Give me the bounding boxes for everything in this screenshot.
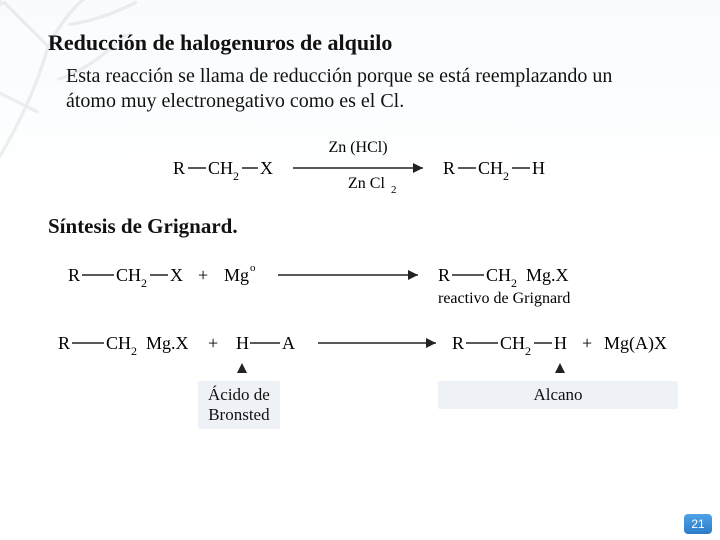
r1-arrow-below-sub: 2 xyxy=(391,184,397,196)
arrow-up-icon xyxy=(555,363,565,373)
r3-right-plus: + xyxy=(582,333,592,353)
r3-left-ch2-sub: 2 xyxy=(131,344,137,358)
r2-left-X: X xyxy=(170,265,183,285)
reaction-reduction: R CH 2 X Zn (HCl) Zn Cl 2 R CH 2 H xyxy=(48,136,680,196)
label-acido-bronsted: Ácido de Bronsted xyxy=(198,381,280,429)
r3-left-plus: + xyxy=(208,333,218,353)
r3-left-mgx: Mg.X xyxy=(146,333,189,353)
r3-left-ch2: CH xyxy=(106,333,131,353)
heading-reduccion: Reducción de halogenuros de alquilo xyxy=(48,30,680,56)
label-alkane: Alcano xyxy=(533,385,582,404)
arrow-up-icon xyxy=(237,363,247,373)
label-alcano: Alcano xyxy=(438,381,678,409)
r1-right-H: H xyxy=(532,158,545,178)
r1-left-ch2: CH xyxy=(208,158,233,178)
r3-right-ch2: CH xyxy=(500,333,525,353)
r1-right-ch2: CH xyxy=(478,158,503,178)
r3-left-A: A xyxy=(282,333,295,353)
r1-left-R: R xyxy=(173,158,185,178)
r2-right-R: R xyxy=(438,265,450,285)
r1-left-ch2-sub: 2 xyxy=(233,169,239,183)
annotation-row: Ácido de Bronsted Alcano xyxy=(48,373,680,425)
reaction-grignard-protonation: R CH 2 Mg.X + H A R CH 2 H + Mg( xyxy=(48,323,680,363)
r2-left-plus: + xyxy=(198,265,208,285)
r2-left-ch2-sub: 2 xyxy=(141,276,147,290)
r3-right-H: H xyxy=(554,333,567,353)
r3-left-R: R xyxy=(58,333,70,353)
r2-left-ch2: CH xyxy=(116,265,141,285)
r1-right-ch2-sub: 2 xyxy=(503,169,509,183)
r3-right-mgax: Mg(A)X xyxy=(604,333,667,354)
slide: Reducción de halogenuros de alquilo Esta… xyxy=(0,0,720,540)
r3-right-R: R xyxy=(452,333,464,353)
paragraph-reduccion: Esta reacción se llama de reducción porq… xyxy=(66,64,666,114)
r1-right-R: R xyxy=(443,158,455,178)
r1-arrow-below-main: Zn Cl xyxy=(348,175,385,192)
r3-left-H: H xyxy=(236,333,249,353)
reaction-grignard-formation: R CH 2 X + Mg o R CH 2 Mg.X reactivo de … xyxy=(48,253,680,317)
r2-right-ch2: CH xyxy=(486,265,511,285)
r2-left-Mg: Mg xyxy=(224,265,249,285)
page-number-badge: 21 xyxy=(684,514,712,534)
r2-left-R: R xyxy=(68,265,80,285)
label-acid-line2: Bronsted xyxy=(208,405,269,424)
r3-right-ch2-sub: 2 xyxy=(525,344,531,358)
content-area: Reducción de halogenuros de alquilo Esta… xyxy=(48,30,680,425)
heading-grignard: Síntesis de Grignard. xyxy=(48,214,680,239)
r2-right-ch2-sub: 2 xyxy=(511,276,517,290)
r2-right-mgx: Mg.X xyxy=(526,265,569,285)
r2-right-subtitle: reactivo de Grignard xyxy=(438,290,570,307)
r2-left-Mg-deg: o xyxy=(250,262,256,274)
label-acid-line1: Ácido de xyxy=(208,385,270,404)
r1-arrow-above: Zn (HCl) xyxy=(328,139,387,156)
r1-left-X: X xyxy=(260,158,273,178)
